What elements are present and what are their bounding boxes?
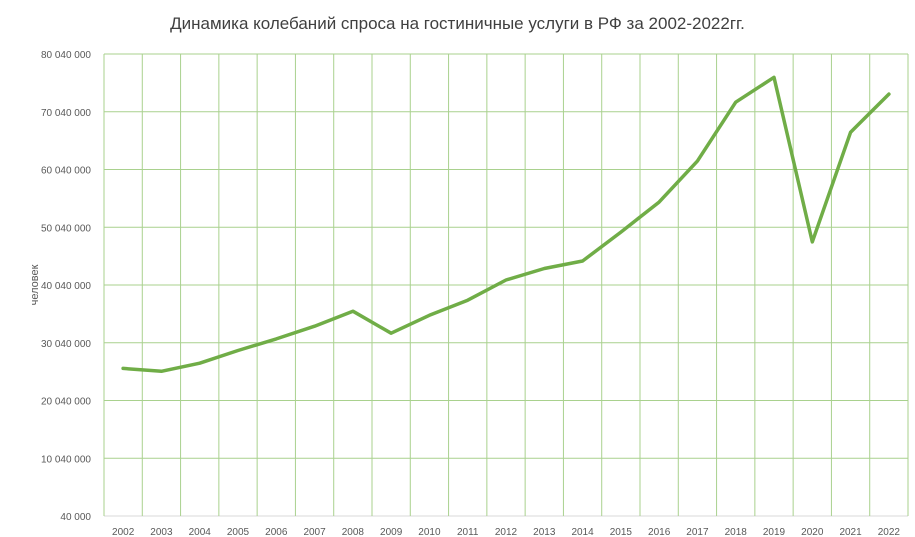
- data-point: [314, 325, 316, 327]
- data-point: [582, 260, 584, 262]
- data-point: [850, 131, 852, 133]
- data-point: [390, 332, 392, 334]
- x-tick-label: 2017: [686, 527, 709, 537]
- data-point: [773, 76, 775, 78]
- y-tick-label: 30 040 000: [41, 339, 91, 350]
- y-tick-label: 70 040 000: [41, 108, 91, 119]
- data-point: [160, 370, 162, 372]
- x-tick-label: 2010: [418, 527, 441, 537]
- series-line: [121, 75, 891, 374]
- data-point: [658, 201, 660, 203]
- data-point: [735, 101, 737, 103]
- x-tick-label: 2018: [725, 527, 748, 537]
- y-tick-label: 20 040 000: [41, 397, 91, 408]
- x-tick-label: 2007: [303, 527, 326, 537]
- x-tick-label: 2006: [265, 527, 288, 537]
- x-tick-label: 2019: [763, 527, 786, 537]
- data-point: [275, 338, 277, 340]
- data-point: [696, 160, 698, 162]
- x-tick-label: 2003: [150, 527, 173, 537]
- x-tick-label: 2014: [571, 527, 594, 537]
- x-tick-label: 2022: [878, 527, 901, 537]
- y-tick-label: 50 040 000: [41, 223, 91, 234]
- x-tick-label: 2021: [839, 527, 862, 537]
- x-tick-label: 2005: [227, 527, 250, 537]
- chart-title: Динамика колебаний спроса на гостиничные…: [170, 14, 745, 33]
- data-point: [467, 299, 469, 301]
- data-point: [543, 267, 545, 269]
- x-tick-label: 2015: [610, 527, 633, 537]
- data-point: [505, 279, 507, 281]
- data-point: [620, 231, 622, 233]
- data-point: [122, 367, 124, 369]
- y-tick-label: 40 000: [60, 512, 91, 523]
- y-tick-label: 10 040 000: [41, 454, 91, 465]
- x-tick-label: 2002: [112, 527, 135, 537]
- x-tick-label: 2004: [189, 527, 212, 537]
- x-tick-label: 2011: [457, 527, 479, 537]
- x-tick-label: 2008: [342, 527, 365, 537]
- y-axis-label: человек: [29, 264, 41, 305]
- data-point: [237, 349, 239, 351]
- x-tick-label: 2009: [380, 527, 403, 537]
- data-point: [811, 241, 813, 243]
- data-point: [888, 93, 890, 95]
- x-tick-label: 2012: [495, 527, 518, 537]
- x-tick-label: 2016: [648, 527, 671, 537]
- x-tick-label: 2020: [801, 527, 824, 537]
- x-tick-label: 2013: [533, 527, 556, 537]
- y-tick-label: 60 040 000: [41, 166, 91, 177]
- y-tick-label: 40 040 000: [41, 281, 91, 292]
- data-point: [199, 362, 201, 364]
- data-point: [352, 310, 354, 312]
- data-point: [428, 314, 430, 316]
- y-tick-label: 80 040 000: [41, 50, 91, 61]
